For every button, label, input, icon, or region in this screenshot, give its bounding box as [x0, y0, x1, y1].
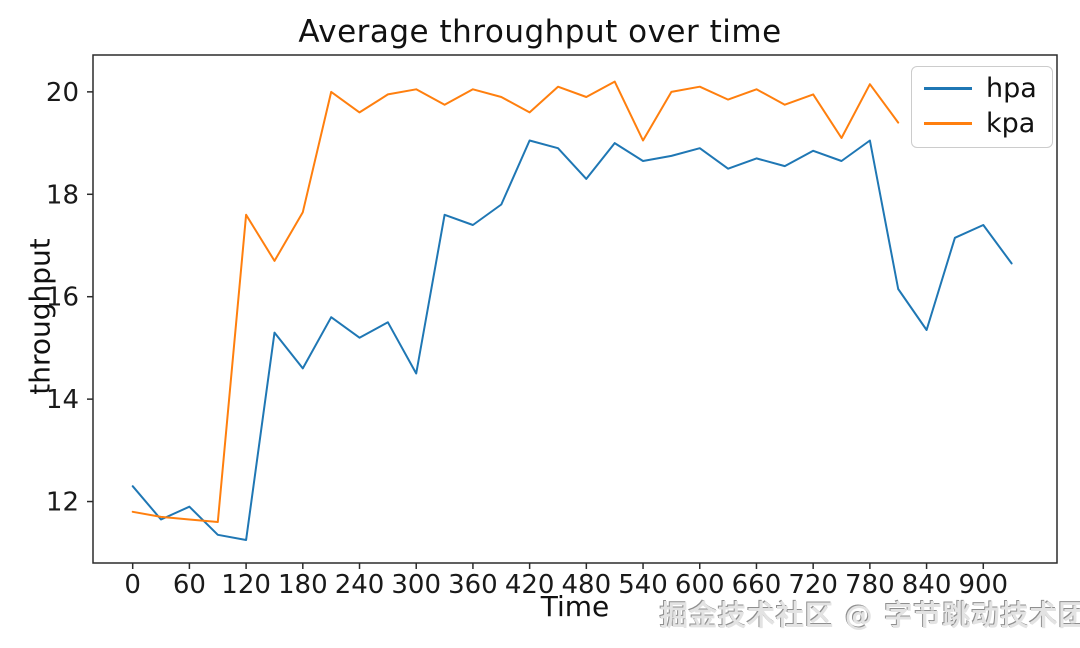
x-tick-label: 600 — [675, 570, 725, 600]
x-tick-label: 300 — [391, 570, 441, 600]
hpa-line — [131, 139, 1013, 541]
x-tick-label: 0 — [124, 570, 141, 600]
y-tick-label: 18 — [46, 180, 79, 210]
legend-label-kpa: kpa — [986, 108, 1036, 139]
x-tick-label: 420 — [505, 570, 555, 600]
legend-label-hpa: hpa — [986, 73, 1037, 104]
kpa-line — [131, 80, 900, 523]
x-tick-label: 660 — [732, 570, 782, 600]
x-tick-label: 240 — [335, 570, 385, 600]
x-tick-label: 120 — [221, 570, 271, 600]
x-tick-label: 60 — [173, 570, 206, 600]
x-axis-title: Time — [540, 590, 610, 623]
legend-item-kpa: kpa — [924, 110, 1040, 137]
plot-border — [92, 54, 1058, 564]
y-tick-label: 16 — [46, 283, 79, 313]
x-tick-label: 480 — [562, 570, 612, 600]
x-tick-label: 360 — [448, 570, 498, 600]
hpa-line-swatch — [924, 87, 972, 90]
kpa-line-swatch — [924, 122, 972, 125]
x-tick-label: 180 — [278, 570, 328, 600]
y-tick-label: 14 — [46, 385, 79, 415]
legend: hpa kpa — [911, 66, 1053, 148]
x-tick-label: 900 — [958, 570, 1008, 600]
watermark-text: 掘金技术社区 @ 字节跳动技术团队 — [660, 599, 1080, 632]
x-tick-label: 720 — [788, 570, 838, 600]
x-tick-label: 780 — [845, 570, 895, 600]
y-axis-title: throughput — [23, 238, 57, 395]
x-tick-label: 540 — [618, 570, 668, 600]
x-tick-label: 840 — [902, 570, 952, 600]
y-tick-label: 12 — [46, 488, 79, 518]
y-tick-label: 20 — [46, 78, 79, 108]
legend-item-hpa: hpa — [924, 75, 1040, 102]
chart-title: Average throughput over time — [298, 14, 782, 50]
